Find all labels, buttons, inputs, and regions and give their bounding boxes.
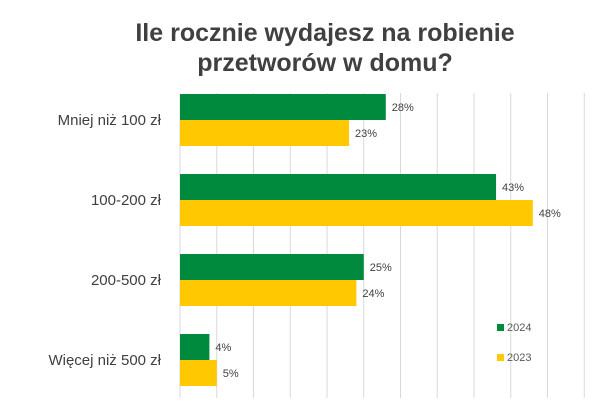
value-label-2024-2: 25% bbox=[370, 262, 392, 274]
value-label-2024-0: 28% bbox=[392, 102, 414, 114]
bar-2024-2 bbox=[180, 254, 364, 280]
chart-title-line-1: Ile rocznie wydajesz na robienie bbox=[135, 19, 515, 47]
category-label-0: Mniej niż 100 zł bbox=[58, 112, 162, 129]
category-label-1: 100-200 zł bbox=[91, 192, 162, 209]
chart-title: Ile rocznie wydajesz na robienie przetwo… bbox=[0, 18, 598, 78]
bar-2023-0 bbox=[180, 120, 350, 146]
value-label-2023-0: 23% bbox=[355, 128, 377, 140]
category-labels: Mniej niż 100 zł 100-200 zł 200-500 zł Więc… bbox=[48, 112, 161, 369]
category-label-2: 200-500 zł bbox=[91, 272, 162, 289]
value-label-2024-3: 4% bbox=[215, 342, 231, 354]
value-label-2024-1: 43% bbox=[502, 182, 524, 194]
bar-2024-1 bbox=[180, 174, 497, 200]
bar-2023-3 bbox=[180, 360, 217, 386]
category-label-3: Więcej niż 500 zł bbox=[48, 352, 161, 369]
legend: 2024 2023 bbox=[497, 322, 531, 364]
chart-title-line-2: przetworów w domu? bbox=[197, 49, 453, 77]
value-label-2023-1: 48% bbox=[539, 208, 561, 220]
legend-label-2023: 2023 bbox=[507, 352, 531, 364]
bar-2024-0 bbox=[180, 94, 386, 120]
value-labels: 28% 23% 43% 48% 25% 24% 4% 5% bbox=[215, 102, 561, 380]
legend-swatch-2023 bbox=[497, 354, 504, 361]
bar-2024-3 bbox=[180, 334, 210, 360]
value-label-2023-2: 24% bbox=[362, 288, 384, 300]
legend-swatch-2024 bbox=[497, 324, 504, 331]
bar-2023-1 bbox=[180, 200, 533, 226]
value-label-2023-3: 5% bbox=[223, 368, 239, 380]
legend-label-2024: 2024 bbox=[507, 322, 531, 334]
bar-2023-2 bbox=[180, 280, 357, 306]
bars bbox=[180, 94, 533, 386]
